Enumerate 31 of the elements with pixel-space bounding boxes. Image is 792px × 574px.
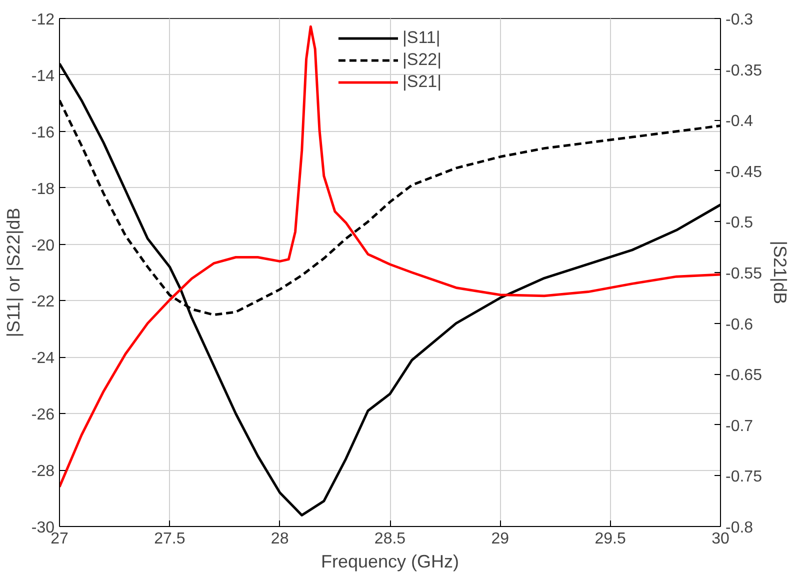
y2-tick-label: -0.3 [726, 12, 754, 28]
y-tick-label: -26 [31, 406, 55, 424]
y-tick-label: -14 [31, 68, 55, 85]
x-tick-label: 29.5 [594, 530, 626, 548]
y-tick-label: -22 [31, 294, 55, 311]
x-tick-label: 29 [491, 530, 510, 548]
y-tick-label: -18 [31, 180, 55, 198]
y2-tick-label: -0.4 [726, 113, 754, 130]
x-tick-label: 28.5 [374, 530, 406, 548]
y2-tick-label: -0.65 [726, 367, 762, 384]
y2-tick-label: -0.55 [726, 266, 762, 282]
y2-tick-label: -0.35 [726, 62, 762, 80]
y2-tick-label: -0.75 [726, 468, 762, 486]
x-tick-label: 27.5 [154, 530, 186, 548]
y-tick-label: -20 [31, 237, 55, 254]
x-axis-title: Frequency (GHz) [320, 552, 460, 572]
x-tick-label: 30 [712, 530, 730, 548]
y-tick-label: -24 [31, 350, 55, 368]
y-axis-title: |S11| or |S22|dB [3, 208, 24, 338]
y-tick-label: -12 [31, 12, 55, 28]
y2-axis-title: |S21|dB [770, 240, 790, 304]
y2-tick-label: -0.45 [726, 164, 762, 181]
y-tick-label: -28 [31, 463, 55, 480]
y2-tick-label: -0.6 [726, 316, 754, 334]
y2-tick-label: -0.5 [726, 214, 754, 232]
legend-label: |S21| [402, 72, 442, 92]
y2-tick-label: -0.7 [726, 418, 754, 435]
legend-label: |S22| [402, 50, 442, 70]
legend-label: |S11| [402, 28, 440, 48]
y-tick-label: -16 [31, 124, 55, 142]
x-tick-label: 28 [270, 530, 289, 548]
